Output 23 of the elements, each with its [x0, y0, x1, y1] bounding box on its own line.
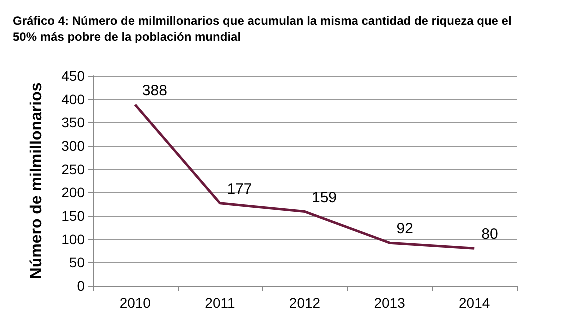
y-tick-label: 0 — [77, 278, 86, 294]
y-tick-label: 300 — [62, 138, 86, 154]
y-tick-label: 50 — [69, 254, 86, 271]
x-tick-label: 2012 — [289, 295, 321, 311]
data-label: 80 — [482, 226, 498, 244]
y-tick-label: 400 — [62, 91, 86, 108]
x-tick-label: 2014 — [459, 295, 490, 311]
line-series — [134, 104, 476, 250]
y-tick-label: 200 — [62, 184, 86, 201]
data-label: 92 — [396, 220, 414, 238]
y-tick-label: 100 — [62, 231, 86, 248]
data-label: 388 — [142, 82, 168, 100]
x-tick-label: 2011 — [205, 295, 236, 311]
data-label: 159 — [312, 189, 338, 206]
y-tick-label: 350 — [62, 114, 86, 131]
data-label: 177 — [227, 180, 252, 198]
chart-title: Gráfico 4: Número de milmillonarios que acumulan la misma cantidad de riqueza que el 50% más pobre de la población mundial — [13, 14, 516, 44]
y-tick-label: 150 — [62, 208, 86, 224]
y-tick-label: 450 — [62, 68, 86, 84]
x-tick-label: 2010 — [120, 295, 152, 311]
y-tick-label: 250 — [62, 161, 86, 178]
y-axis-title: Número de milmillonarios — [28, 82, 46, 280]
x-tick-label: 2013 — [374, 295, 406, 311]
